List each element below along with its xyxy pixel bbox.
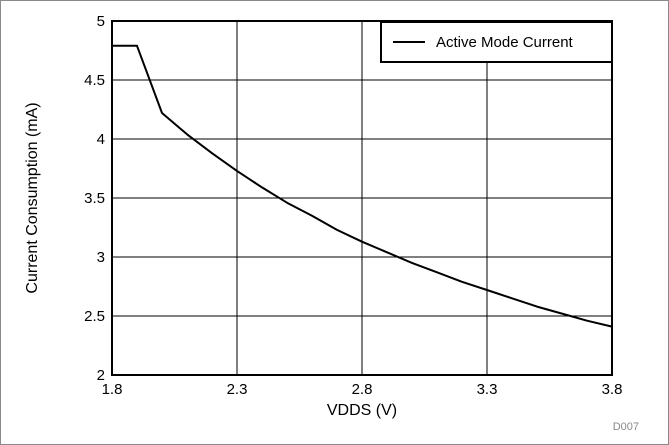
series-layer (112, 44, 613, 328)
y-tick-label: 5 (97, 13, 105, 30)
x-tick-label: 3.8 (602, 381, 623, 398)
y-tick-label: 3.5 (84, 190, 105, 207)
legend-label: Active Mode Current (436, 34, 574, 51)
series-line-active-mode-current (112, 44, 613, 328)
y-tick-label: 2.5 (84, 308, 105, 325)
y-tick-label: 2 (97, 367, 105, 384)
plot-border (111, 20, 613, 376)
y-tick-label: 3 (97, 249, 105, 266)
y-tick-labels: 2 2.5 3 3.5 4 4.5 5 (84, 13, 105, 384)
y-tick-label: 4 (97, 131, 105, 148)
y-tick-label: 4.5 (84, 72, 105, 89)
grid (111, 20, 613, 376)
y-axis-title: Current Consumption (mA) (24, 102, 41, 293)
legend: Active Mode Current (380, 21, 613, 63)
figure-code: D007 (613, 421, 639, 433)
x-tick-label: 1.8 (102, 381, 123, 398)
x-tick-label: 2.3 (227, 381, 248, 398)
x-axis-title: VDDS (V) (327, 402, 397, 419)
x-tick-label: 3.3 (477, 381, 498, 398)
x-tick-labels: 1.8 2.3 2.8 3.3 3.8 (102, 381, 623, 398)
x-tick-label: 2.8 (352, 381, 373, 398)
